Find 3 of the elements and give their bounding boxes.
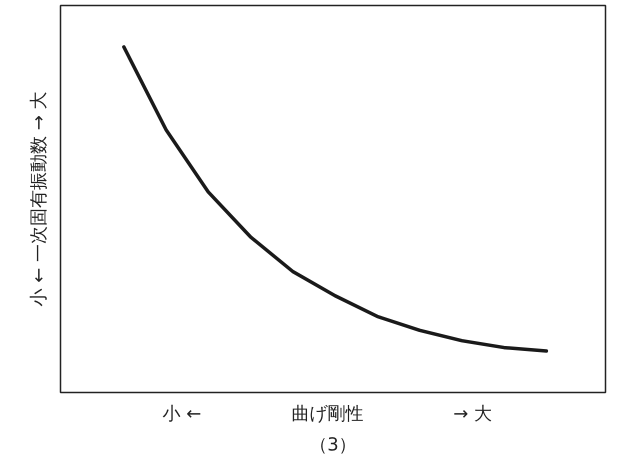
text: （3） [309, 434, 357, 456]
x-axis-title: 小 ← 曲げ剛性 → 大 [162, 404, 492, 424]
y-axis-title: 小 ← 一次固有振動数 → 大 [28, 91, 50, 307]
